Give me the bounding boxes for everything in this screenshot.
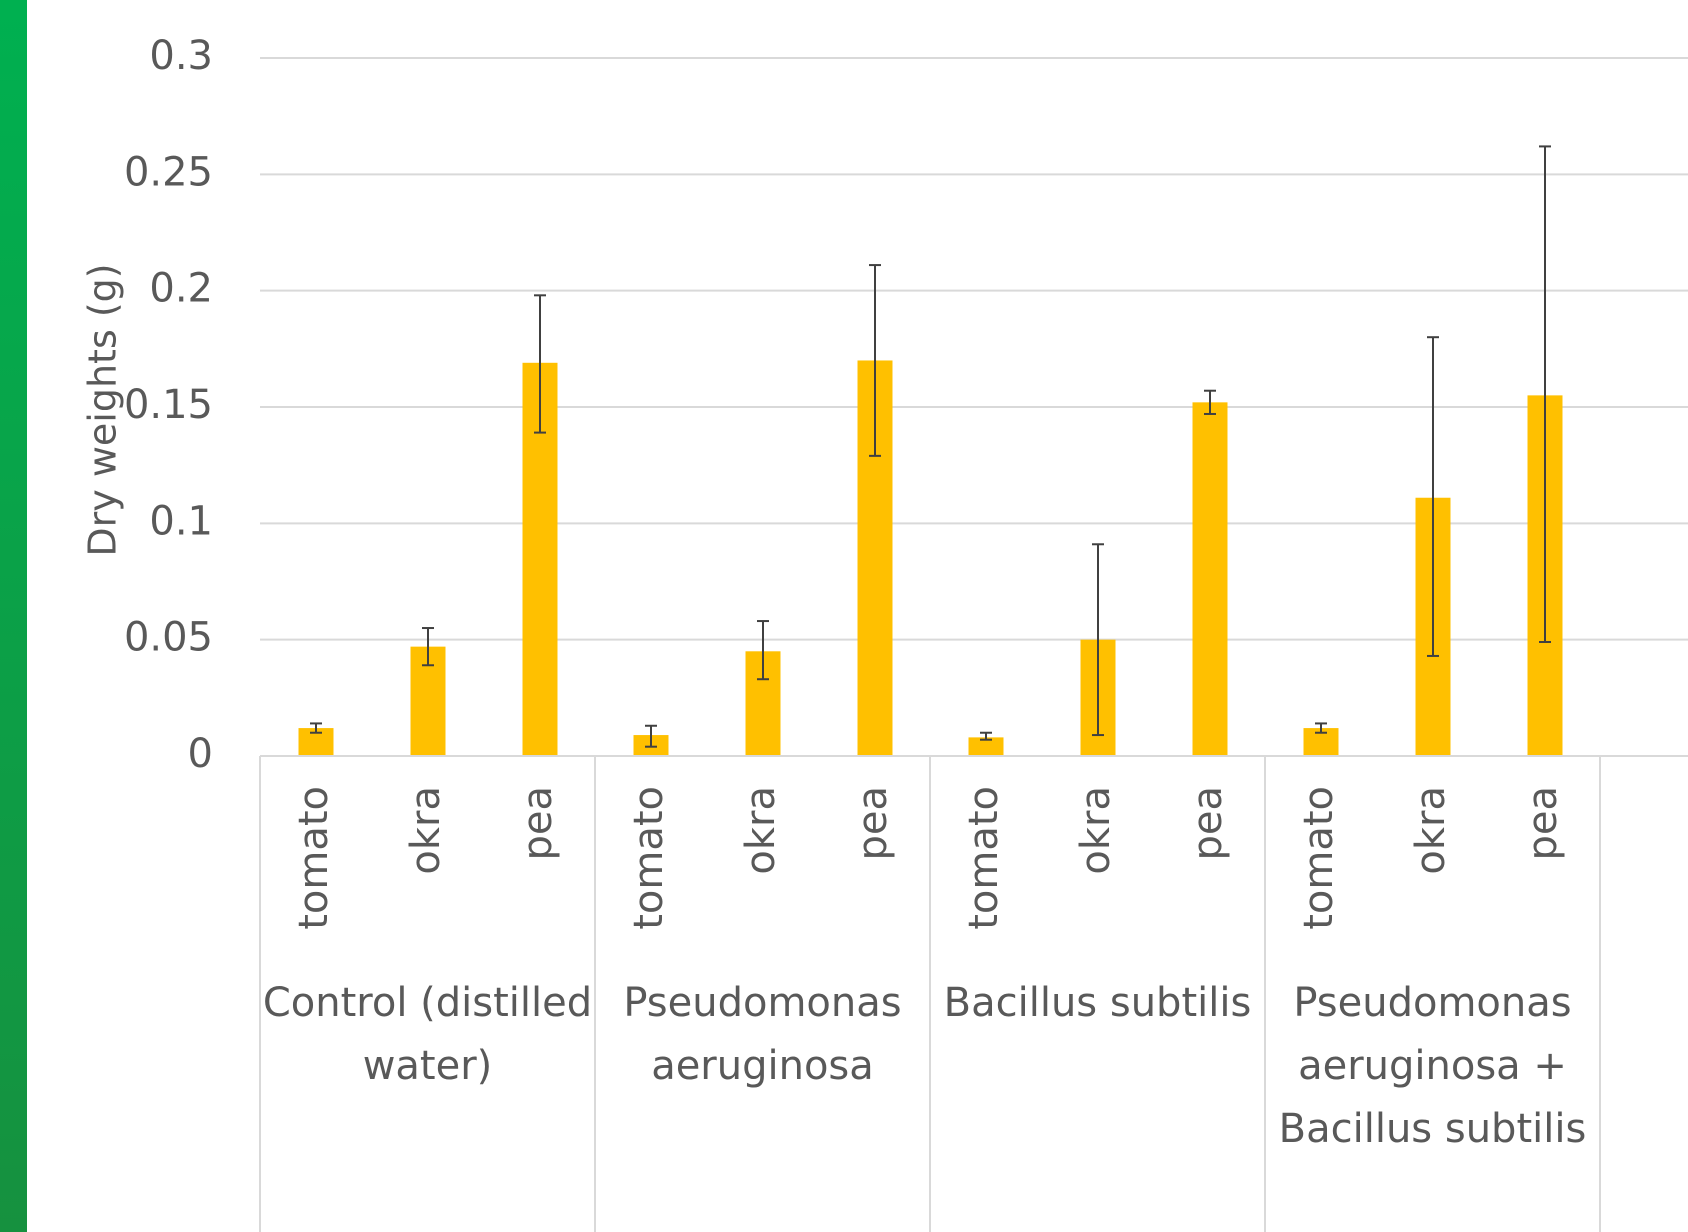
bar-pea <box>1192 402 1228 756</box>
x-category-label: pea <box>515 786 561 861</box>
error-bar <box>1315 722 1327 734</box>
x-group-label-line: Control (distilled <box>263 980 592 1026</box>
x-category-label: tomato <box>291 786 337 930</box>
y-axis-ticks: 0 0.05 0.1 0.15 0.2 0.25 0.3 <box>124 33 213 777</box>
y-tick-label: 0.3 <box>149 33 213 79</box>
x-category-label: okra <box>738 786 784 875</box>
x-axis-group-labels: Control (distilled water) Pseudomonas aerug… <box>263 980 1586 1152</box>
x-category-label: tomato <box>626 786 672 930</box>
error-bar <box>422 627 434 667</box>
error-bar <box>1092 543 1104 737</box>
x-group-label-line: aeruginosa + <box>1298 1043 1567 1089</box>
x-group-label-line: Pseudomonas <box>1293 980 1571 1026</box>
x-group-label: Pseudomonas aeruginosa + Bacillus subtilis <box>1279 980 1587 1152</box>
error-bar <box>534 294 546 434</box>
y-tick-label: 0.05 <box>124 615 213 661</box>
x-category-label: pea <box>1185 786 1231 861</box>
error-bar <box>1539 145 1551 643</box>
y-tick-label: 0.15 <box>124 382 213 428</box>
error-bar <box>310 722 322 734</box>
x-category-label: okra <box>1408 786 1454 875</box>
error-bar <box>757 620 769 681</box>
x-axis <box>259 755 1688 1232</box>
y-axis-title: Dry weights (g) <box>81 263 125 556</box>
bar-tomato <box>968 737 1004 756</box>
x-category-label: pea <box>850 786 896 861</box>
error-bar <box>1204 389 1216 415</box>
x-group-label: Bacillus subtilis <box>944 980 1252 1026</box>
y-tick-label: 0 <box>188 731 213 777</box>
bars <box>298 360 1563 756</box>
error-bar <box>645 724 657 748</box>
x-category-label: okra <box>403 786 449 875</box>
error-bars <box>310 145 1551 748</box>
x-group-label-line: Bacillus subtilis <box>944 980 1252 1026</box>
x-group-label-line: aeruginosa <box>651 1043 874 1089</box>
error-bar <box>980 731 992 741</box>
y-tick-label: 0.1 <box>149 498 213 544</box>
x-category-label: tomato <box>1296 786 1342 930</box>
error-bar <box>869 264 881 457</box>
x-group-label-line: Pseudomonas <box>623 980 901 1026</box>
x-group-label-line: water) <box>363 1043 493 1089</box>
x-category-label: tomato <box>961 786 1007 930</box>
y-tick-label: 0.2 <box>149 266 213 312</box>
gridlines <box>260 57 1688 641</box>
x-group-label: Pseudomonas aeruginosa <box>623 980 901 1089</box>
error-bar <box>1427 336 1439 657</box>
green-side-stripe <box>0 0 27 1232</box>
x-group-label: Control (distilled water) <box>263 980 592 1089</box>
y-tick-label: 0.25 <box>124 149 213 195</box>
x-category-label: okra <box>1073 786 1119 875</box>
x-group-label-line: Bacillus subtilis <box>1279 1106 1587 1152</box>
x-category-label: pea <box>1520 786 1566 861</box>
x-axis-category-labels: tomato okra pea tomato okra pea tomato okra pea t… <box>291 786 1566 930</box>
